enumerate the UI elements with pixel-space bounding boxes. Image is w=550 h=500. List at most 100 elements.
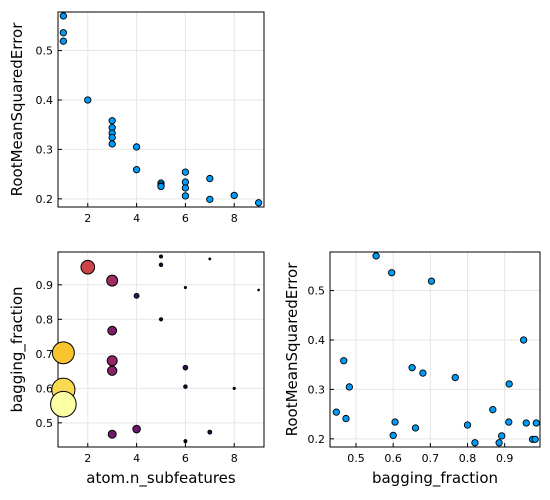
data-point <box>531 435 539 443</box>
data-point <box>489 406 497 414</box>
data-point <box>181 168 190 176</box>
data-point <box>419 369 427 377</box>
data-point <box>108 117 116 125</box>
y-tick-label: 0.3 <box>36 143 54 156</box>
y-tick-label: 0.9 <box>36 279 54 292</box>
data-point <box>80 259 96 275</box>
y-tick-label: 0.2 <box>308 433 326 446</box>
data-point <box>257 288 260 292</box>
data-point <box>345 383 353 391</box>
plot-frame <box>57 251 265 448</box>
data-point <box>408 364 416 372</box>
data-point <box>132 424 141 434</box>
data-point <box>181 178 190 186</box>
y-tick-label: 0.5 <box>308 285 326 298</box>
data-point <box>59 37 68 45</box>
data-point <box>108 133 116 142</box>
data-point <box>50 390 77 418</box>
data-point <box>389 431 397 440</box>
y-tick-label: 0.6 <box>36 382 54 395</box>
data-point <box>463 421 472 429</box>
data-point <box>106 274 119 287</box>
data-point <box>59 29 68 37</box>
data-point <box>391 418 399 426</box>
data-point <box>59 12 68 20</box>
data-point <box>332 408 340 416</box>
y-axis-label: RootMeanSquaredError <box>8 22 26 197</box>
y-tick-label: 0.2 <box>36 193 54 206</box>
rmse-vs-subfeatures-plot: 2 4 6 8 0.2 0.3 0.4 0.5 RootMeanSquaredError <box>8 11 265 225</box>
data-point <box>183 285 187 290</box>
y-axis-label: RootMeanSquaredError <box>283 262 301 437</box>
data-point <box>451 373 459 382</box>
y-tick-label: 0.4 <box>308 334 326 347</box>
x-tick-label: 0.5 <box>347 452 365 465</box>
data-point <box>157 182 165 191</box>
bagging-vs-subfeatures-plot: 2 4 6 8 0.5 0.6 0.7 0.8 0.9 bagging_fraction atom.… <box>8 251 265 488</box>
data-point <box>183 384 188 389</box>
data-point <box>158 317 164 322</box>
rmse-vs-bagging-plot: 0.5 0.6 0.7 0.8 0.9 0.2 0.3 0.4 0.5 RootMeanSquar… <box>283 251 541 488</box>
data-point <box>206 174 214 183</box>
data-point <box>471 439 479 447</box>
x-tick-label: 6 <box>182 212 189 225</box>
x-tick-label: 4 <box>133 212 140 225</box>
data-point <box>181 184 190 192</box>
data-point <box>522 419 530 427</box>
plot-frame <box>329 251 541 448</box>
data-point <box>207 429 213 435</box>
x-tick-label: 0.7 <box>422 452 440 465</box>
x-axis-label: atom.n_subfeatures <box>86 469 236 488</box>
data-point <box>132 166 141 174</box>
data-point <box>505 380 513 388</box>
y-tick-label: 0.5 <box>36 45 54 58</box>
x-tick-label: 0.6 <box>384 452 402 465</box>
data-point <box>108 140 116 148</box>
data-point <box>342 414 350 423</box>
data-point <box>519 336 528 344</box>
x-tick-label: 0.9 <box>496 452 514 465</box>
data-point <box>532 419 540 427</box>
x-tick-label: 6 <box>182 452 189 465</box>
data-point <box>340 357 348 365</box>
data-point <box>427 277 436 285</box>
y-tick-label: 0.8 <box>36 313 54 326</box>
data-point <box>206 195 214 203</box>
data-point <box>230 191 238 200</box>
data-point <box>107 365 118 376</box>
y-axis-label: bagging_fraction <box>8 286 27 412</box>
data-point <box>107 429 117 439</box>
data-point <box>51 341 75 365</box>
x-tick-label: 2 <box>84 212 91 225</box>
data-point <box>183 439 188 444</box>
data-point <box>411 424 420 432</box>
x-tick-label: 0.8 <box>459 452 477 465</box>
data-point <box>182 364 189 371</box>
y-tick-label: 0.3 <box>308 383 326 396</box>
data-point <box>106 355 118 367</box>
x-tick-label: 8 <box>231 452 238 465</box>
data-point <box>495 439 503 447</box>
data-point <box>158 262 164 267</box>
y-tick-label: 0.5 <box>36 417 54 430</box>
data-point <box>498 432 506 440</box>
data-point <box>505 418 513 426</box>
y-tick-label: 0.7 <box>36 348 54 361</box>
data-point <box>84 96 92 104</box>
data-point <box>372 252 380 260</box>
data-point <box>208 257 212 261</box>
x-tick-label: 2 <box>84 452 91 465</box>
x-tick-label: 8 <box>231 212 238 225</box>
data-point <box>158 254 164 259</box>
data-point <box>107 325 118 336</box>
plot-frame <box>57 11 265 208</box>
data-point <box>133 292 140 299</box>
data-point <box>132 143 141 151</box>
data-point <box>254 199 263 207</box>
data-point <box>181 192 190 200</box>
x-tick-label: 4 <box>133 452 140 465</box>
y-tick-label: 0.4 <box>36 94 54 107</box>
data-point <box>388 269 396 277</box>
x-axis-label: bagging_fraction <box>372 469 498 488</box>
